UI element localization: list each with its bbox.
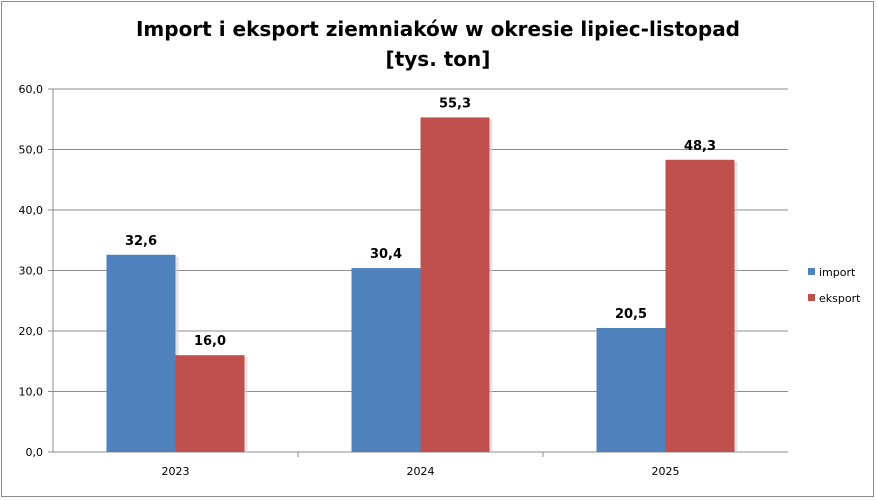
bar-eksport-2023 [175, 355, 245, 452]
y-tick-label-0: 0,0 [26, 446, 44, 459]
bars [106, 117, 738, 452]
legend-swatch-eksport [808, 294, 815, 301]
y-tick-label-4: 40,0 [19, 204, 44, 217]
chart-title-line-1: Import i eksport ziemniaków w okresie li… [136, 17, 740, 41]
y-tick-label-2: 20,0 [19, 325, 44, 338]
legend-swatch-import [808, 268, 815, 275]
chart-title-line-2: [tys. ton] [386, 47, 491, 71]
y-tick-label-3: 30,0 [19, 265, 44, 278]
data-label-eksport-2024: 55,3 [439, 96, 471, 111]
data-label-import-2024: 30,4 [370, 247, 402, 262]
bar-import-2024 [351, 268, 421, 452]
y-tick-label-1: 10,0 [19, 386, 44, 399]
data-label-eksport-2023: 16,0 [194, 334, 226, 349]
x-tick-label-2025: 2025 [652, 465, 680, 478]
data-label-import-2025: 20,5 [615, 307, 647, 322]
y-tick-label-5: 50,0 [19, 144, 44, 157]
data-labels: 32,6 16,0 30,4 55,3 20,5 48,3 [125, 96, 716, 349]
data-label-eksport-2025: 48,3 [684, 139, 716, 154]
x-tick-label-2023: 2023 [162, 465, 190, 478]
x-tick-label-2024: 2024 [407, 465, 435, 478]
bar-import-2023 [106, 254, 176, 452]
data-label-import-2023: 32,6 [125, 234, 157, 249]
bar-import-2025 [596, 327, 666, 452]
bar-eksport-2024 [420, 117, 490, 452]
bar-eksport-2025 [665, 159, 735, 452]
y-tick-label-6: 60,0 [19, 83, 44, 96]
legend-label-eksport: eksport [819, 292, 861, 305]
legend: import eksport [808, 266, 861, 305]
legend-label-import: import [819, 266, 856, 279]
